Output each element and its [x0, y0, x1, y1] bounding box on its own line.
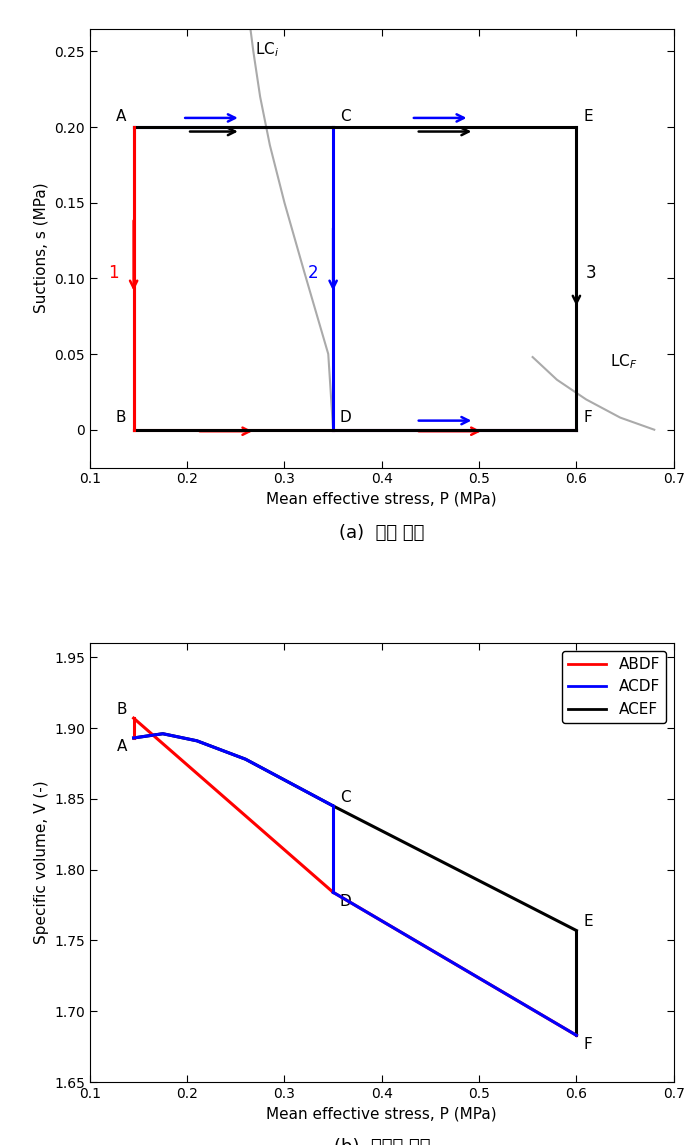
Y-axis label: Specific volume, V (-): Specific volume, V (-) — [34, 781, 48, 945]
Text: LC$_F$: LC$_F$ — [610, 353, 638, 371]
Text: 3: 3 — [586, 264, 597, 283]
Text: E: E — [583, 914, 593, 929]
Text: C: C — [340, 790, 350, 805]
Text: LC$_i$: LC$_i$ — [255, 40, 279, 60]
Text: F: F — [583, 410, 592, 425]
Text: B: B — [115, 410, 126, 425]
Y-axis label: Suctions, s (MPa): Suctions, s (MPa) — [34, 183, 48, 314]
Text: (a)  응력 경로: (a) 응력 경로 — [339, 523, 424, 542]
Text: 2: 2 — [307, 264, 319, 283]
Text: 1: 1 — [108, 264, 119, 283]
Text: D: D — [340, 410, 352, 425]
X-axis label: Mean effective stress, P (MPa): Mean effective stress, P (MPa) — [267, 1106, 497, 1121]
Legend: ABDF, ACDF, ACEF: ABDF, ACDF, ACEF — [562, 650, 666, 724]
Text: E: E — [583, 109, 593, 124]
Text: F: F — [583, 1036, 592, 1052]
Text: C: C — [340, 109, 350, 124]
Text: B: B — [116, 702, 127, 717]
Text: A: A — [117, 740, 127, 755]
Text: (b)  모델링 결과: (b) 모델링 결과 — [334, 1138, 430, 1145]
X-axis label: Mean effective stress, P (MPa): Mean effective stress, P (MPa) — [267, 492, 497, 507]
Text: D: D — [340, 894, 352, 909]
Text: A: A — [115, 109, 126, 124]
